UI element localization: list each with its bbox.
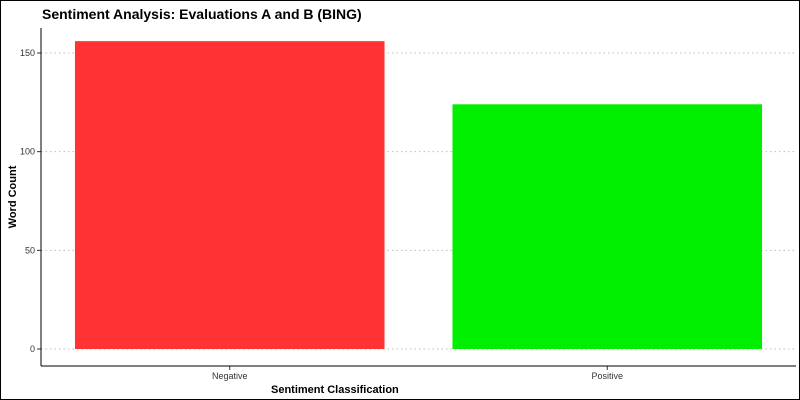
- y-axis: 0 50 100 150: [20, 28, 42, 366]
- bar-positive: [452, 104, 763, 349]
- x-tick-label: Positive: [591, 371, 623, 381]
- x-tick-label: Negative: [212, 371, 248, 381]
- x-axis-title: Sentiment Classification: [271, 384, 399, 396]
- y-axis-title: Word Count: [7, 165, 19, 228]
- bars: [74, 41, 763, 349]
- y-tick-label: 100: [20, 147, 35, 157]
- y-tick-label: 0: [30, 344, 35, 354]
- y-tick-label: 50: [25, 245, 35, 255]
- chart-title: Sentiment Analysis: Evaluations A and B …: [42, 6, 362, 22]
- x-axis: Negative Positive: [41, 365, 796, 381]
- bar-negative: [74, 41, 385, 349]
- y-tick-label: 150: [20, 48, 35, 58]
